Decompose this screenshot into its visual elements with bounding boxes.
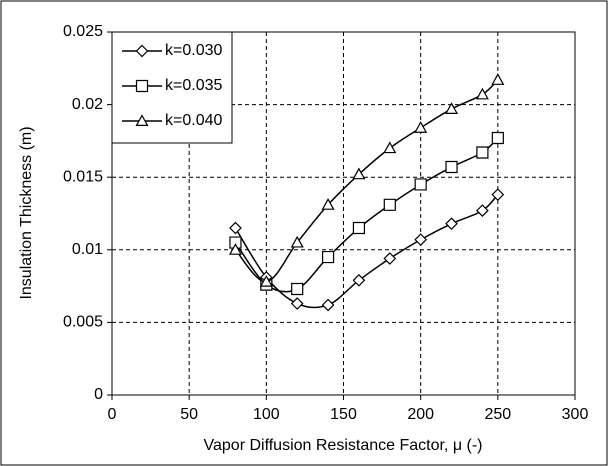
y-tick-label: 0 (94, 386, 103, 403)
marker (491, 131, 504, 145)
x-tick-label: 300 (562, 406, 589, 423)
legend-label: k=0.030 (165, 42, 222, 59)
legend-marker (135, 79, 149, 93)
y-tick-label: 0.02 (72, 96, 103, 113)
marker (321, 250, 335, 264)
series-line (234, 194, 499, 309)
legend-label: k=0.040 (165, 112, 222, 129)
marker (291, 282, 304, 296)
marker (476, 146, 489, 159)
y-tick-label: 0.015 (63, 168, 103, 185)
marker (229, 221, 242, 235)
marker (352, 221, 366, 235)
marker (290, 235, 304, 248)
marker (290, 297, 304, 310)
marker (445, 160, 458, 174)
legend-marker (135, 44, 149, 58)
marker (383, 198, 396, 211)
marker (491, 73, 505, 85)
marker (321, 298, 335, 312)
marker (414, 121, 428, 133)
y-tick-label: 0.01 (72, 241, 103, 258)
x-axis-label: Vapor Diffusion Resistance Factor, μ (-) (204, 437, 483, 454)
x-tick-label: 150 (330, 406, 357, 423)
marker (229, 236, 242, 249)
marker (445, 102, 459, 114)
marker (383, 141, 397, 154)
marker (383, 252, 397, 265)
marker (476, 204, 489, 217)
y-tick-label: 0.005 (63, 314, 103, 331)
marker (352, 273, 366, 287)
marker (228, 243, 242, 255)
marker (445, 217, 458, 231)
marker (321, 198, 335, 210)
marker (352, 167, 366, 180)
x-tick-label: 0 (108, 406, 117, 423)
x-tick-label: 200 (407, 406, 434, 423)
marker (491, 188, 505, 201)
legend-marker (135, 114, 149, 127)
plot-border (111, 31, 576, 396)
legend-label: k=0.035 (165, 77, 222, 94)
y-tick-label: 0.025 (63, 23, 103, 40)
marker (414, 233, 428, 246)
series-line (234, 137, 499, 293)
marker (475, 87, 489, 100)
marker (259, 275, 273, 287)
x-tick-label: 50 (180, 406, 198, 423)
x-tick-label: 100 (253, 406, 280, 423)
marker (414, 178, 427, 191)
x-tick-label: 250 (484, 406, 511, 423)
y-axis-label: Insulation Thickness (m) (18, 126, 35, 299)
series-line (234, 79, 499, 283)
